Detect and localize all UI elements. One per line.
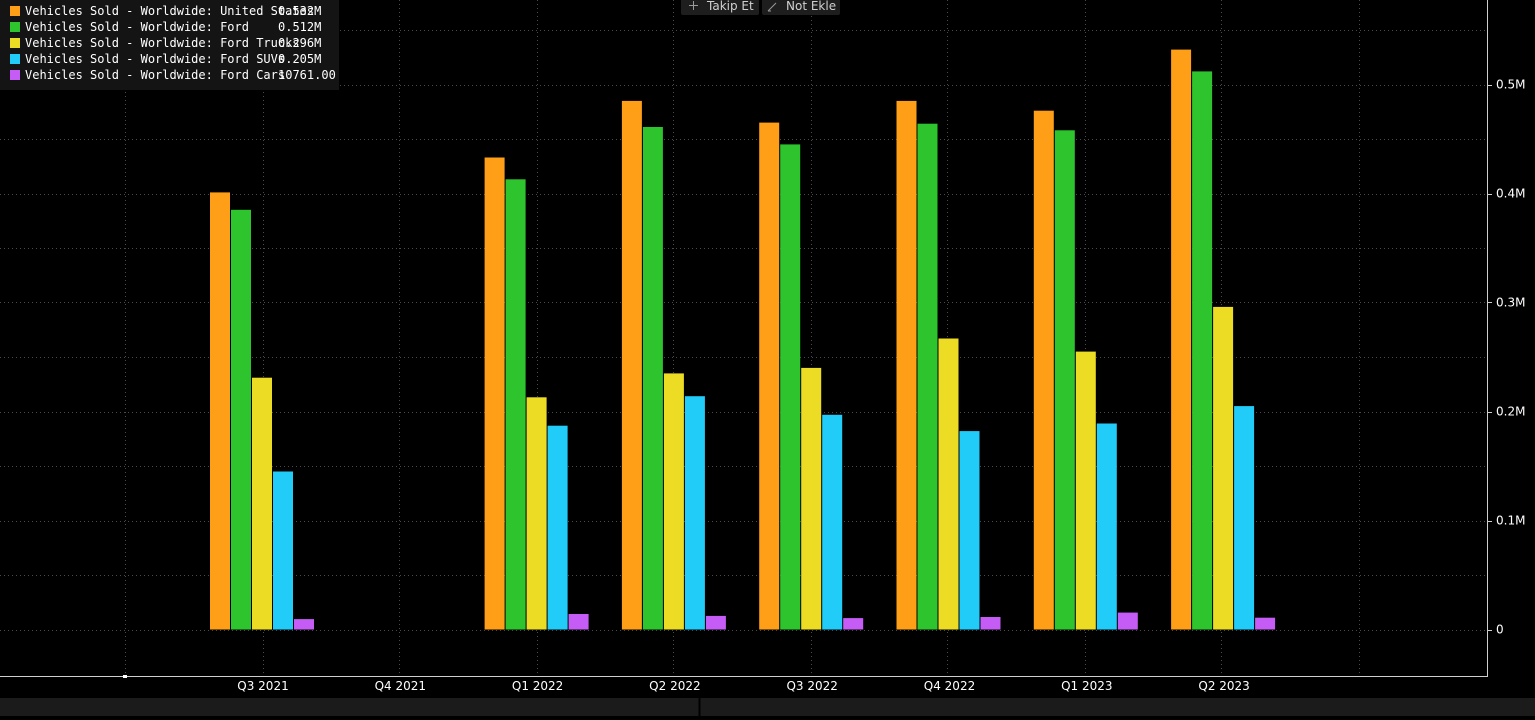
- legend-swatch: [10, 6, 20, 16]
- bar[interactable]: [759, 122, 780, 630]
- follow-button-label: Takip Et: [706, 0, 754, 13]
- y-tick-label: 0.2M: [1496, 405, 1525, 419]
- legend-series-name: Vehicles Sold - Worldwide: United States: [25, 4, 314, 18]
- y-tick-label: 0: [1496, 623, 1504, 637]
- legend-swatch: [10, 22, 20, 32]
- x-tick-label: Q1 2023: [1061, 679, 1112, 693]
- bar[interactable]: [1192, 71, 1213, 630]
- x-tick-label: Q1 2022: [512, 679, 563, 693]
- pencil-icon: [767, 2, 777, 12]
- x-tick-label: Q3 2022: [786, 679, 837, 693]
- bar[interactable]: [1171, 49, 1192, 630]
- bar[interactable]: [1234, 406, 1255, 630]
- bar[interactable]: [917, 123, 938, 630]
- bar[interactable]: [938, 338, 959, 630]
- bar[interactable]: [505, 179, 526, 630]
- grid: [0, 0, 1492, 676]
- bar[interactable]: [568, 614, 589, 630]
- bar[interactable]: [1255, 617, 1276, 630]
- x-tick-label: Q4 2022: [924, 679, 975, 693]
- bar[interactable]: [547, 425, 568, 630]
- chart-toolbar: Takip Et Not Ekle: [681, 0, 840, 15]
- bar[interactable]: [484, 157, 505, 630]
- bar[interactable]: [1033, 110, 1054, 630]
- legend-series-name: Vehicles Sold - Worldwide: Ford Trucks: [25, 36, 300, 50]
- legend-swatch: [10, 54, 20, 64]
- bar[interactable]: [1054, 130, 1075, 630]
- y-tick-label: 0.3M: [1496, 296, 1525, 310]
- legend-series-name: Vehicles Sold - Worldwide: Ford SUVs: [25, 52, 285, 66]
- legend: Vehicles Sold - Worldwide: United States…: [0, 0, 339, 90]
- legend-swatch: [10, 70, 20, 80]
- bar[interactable]: [801, 367, 822, 630]
- bar[interactable]: [294, 619, 314, 630]
- bar[interactable]: [1075, 351, 1096, 630]
- bar[interactable]: [705, 615, 726, 630]
- follow-button[interactable]: [681, 0, 759, 15]
- x-tick-label: Q2 2023: [1198, 679, 1249, 693]
- legend-background: [0, 0, 339, 90]
- bar[interactable]: [684, 396, 705, 630]
- bar[interactable]: [822, 414, 843, 630]
- add-note-button-label: Not Ekle: [786, 0, 836, 13]
- bars: [210, 49, 1276, 630]
- x-tick-labels: Q3 2021 Q4 2021 Q1 2022 Q2 2022 Q3 2022 Q4 20…: [237, 679, 1250, 693]
- legend-last-value: 0.296M: [278, 36, 321, 50]
- bar[interactable]: [780, 144, 801, 630]
- y-tick-labels: 0 0.1M 0.2M 0.3M 0.4M 0.5M: [1496, 78, 1525, 637]
- legend-series-name: Vehicles Sold - Worldwide: Ford Cars: [25, 68, 285, 82]
- bar[interactable]: [621, 100, 642, 630]
- legend-last-value: 0.205M: [278, 52, 321, 66]
- crosshair-icon: [689, 1, 698, 10]
- bar[interactable]: [642, 127, 663, 630]
- add-note-button[interactable]: [762, 0, 840, 15]
- y-tick-label: 0.1M: [1496, 514, 1525, 528]
- legend-last-value: 0.532M: [278, 4, 321, 18]
- bar[interactable]: [843, 618, 864, 630]
- x-tick-label: Q4 2021: [375, 679, 426, 693]
- bar[interactable]: [231, 209, 251, 630]
- legend-swatch: [10, 38, 20, 48]
- x-axis-start-marker: [123, 675, 127, 678]
- legend-last-value: 10761.00: [278, 68, 336, 82]
- bar[interactable]: [980, 617, 1001, 630]
- bar[interactable]: [959, 431, 980, 630]
- bar[interactable]: [896, 100, 917, 630]
- bar[interactable]: [210, 192, 230, 630]
- bar[interactable]: [1213, 306, 1234, 630]
- bar[interactable]: [252, 377, 272, 630]
- bar[interactable]: [1096, 423, 1117, 630]
- bar[interactable]: [526, 397, 547, 630]
- y-tick-label: 0.5M: [1496, 78, 1525, 92]
- y-tick-label: 0.4M: [1496, 187, 1525, 201]
- bottom-scrollbar[interactable]: [0, 698, 1535, 716]
- legend-series-name: Vehicles Sold - Worldwide: Ford: [25, 20, 249, 34]
- bar[interactable]: [1117, 612, 1138, 630]
- bar[interactable]: [273, 471, 293, 630]
- bar[interactable]: [663, 373, 684, 630]
- x-tick-label: Q3 2021: [237, 679, 288, 693]
- legend-last-value: 0.512M: [278, 20, 321, 34]
- x-tick-label: Q2 2022: [649, 679, 700, 693]
